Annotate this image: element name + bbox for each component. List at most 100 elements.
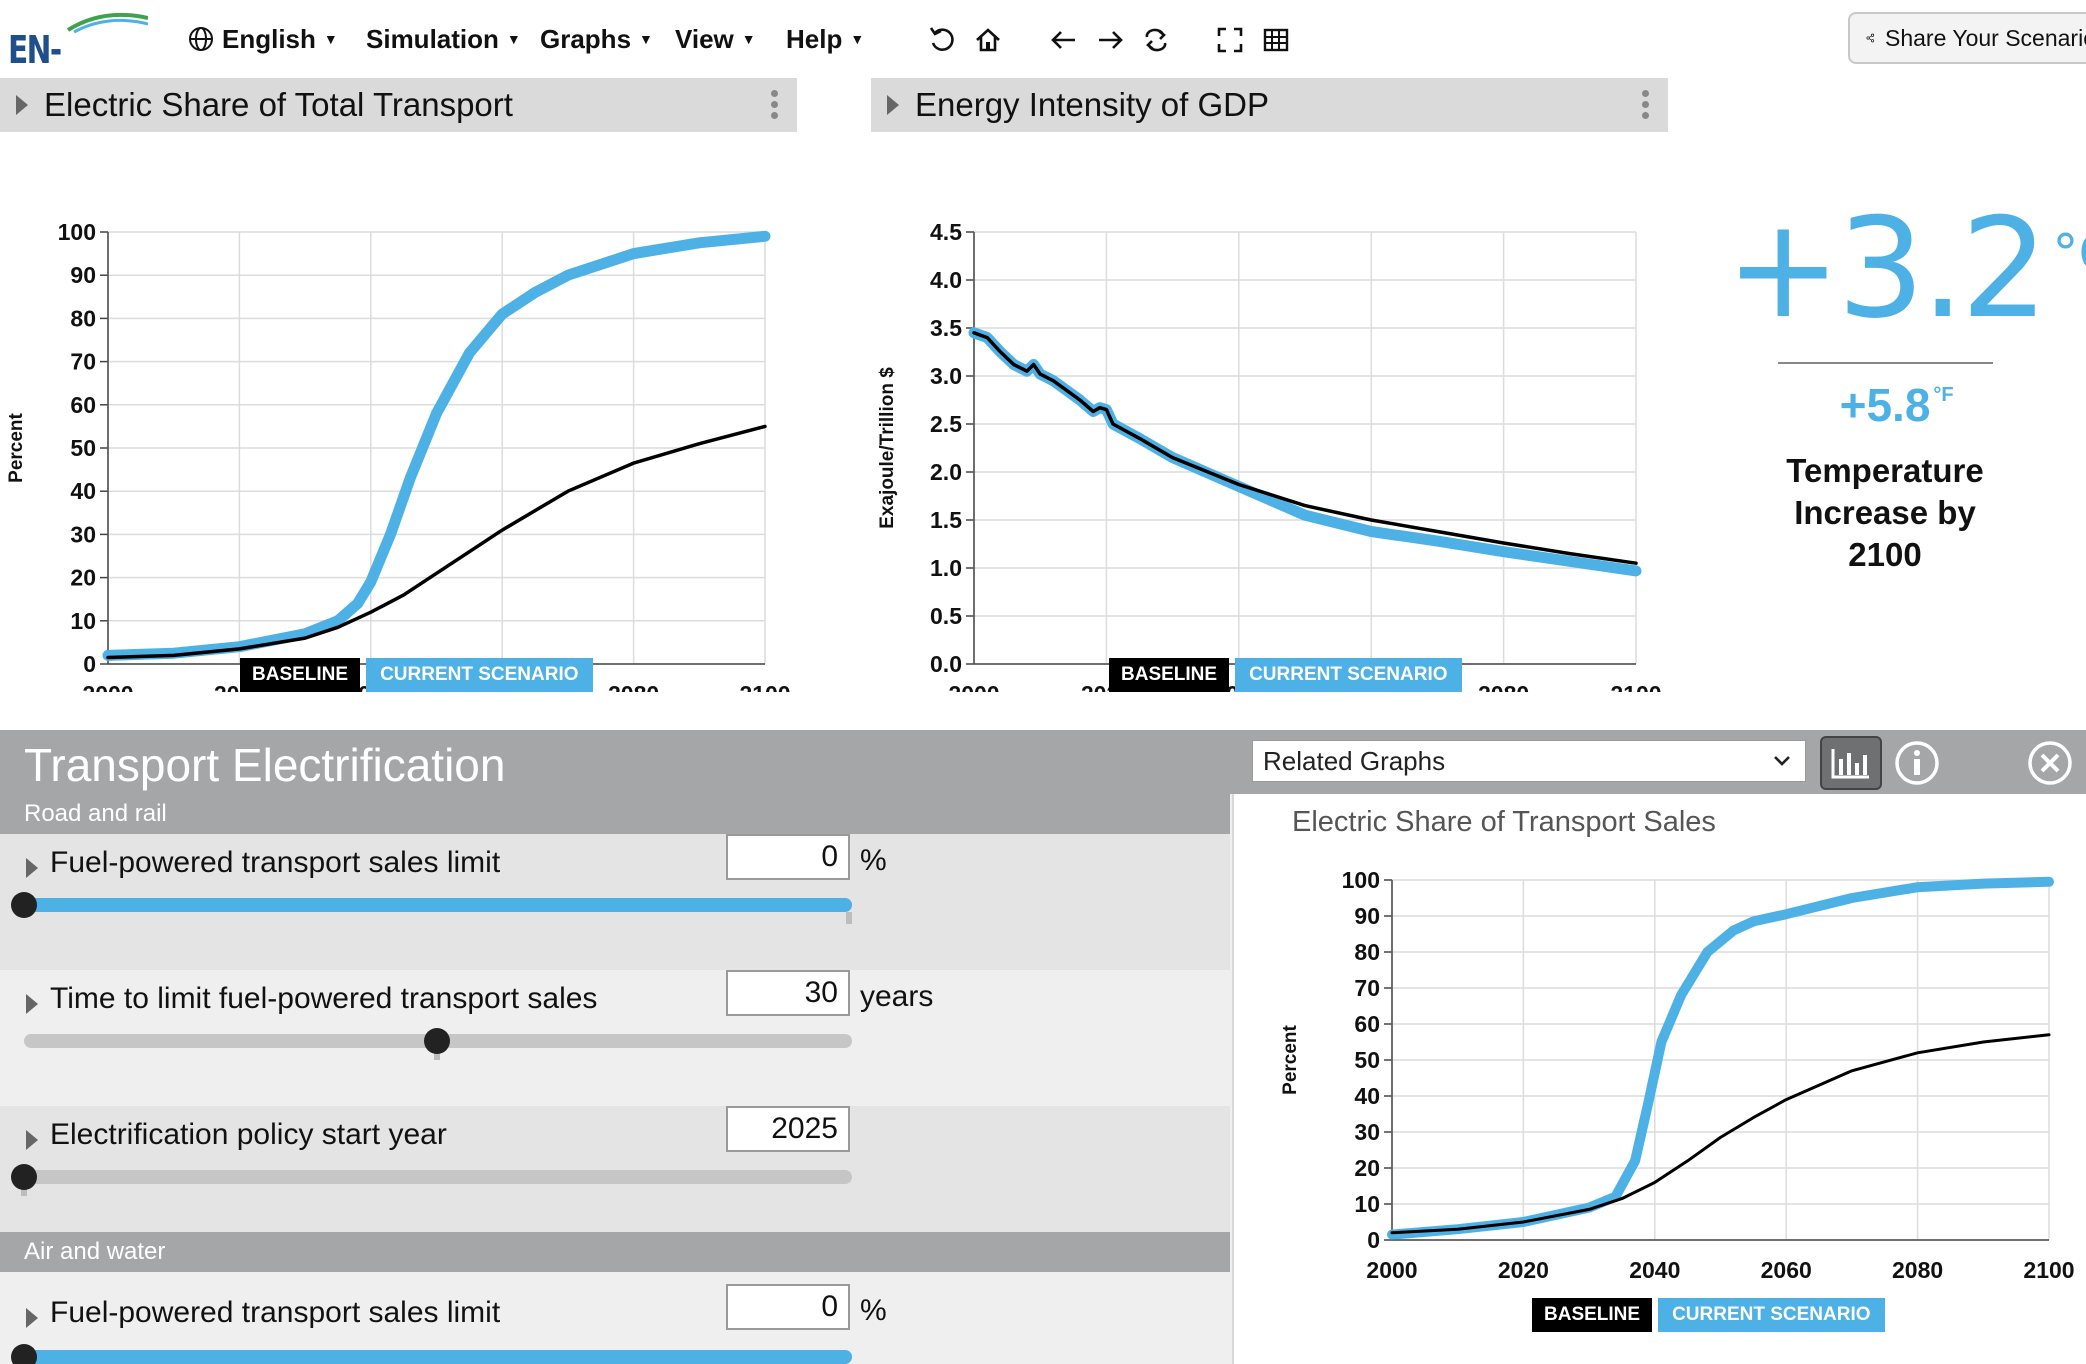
legend-current-scenario[interactable]: CURRENT SCENARIO [1235, 658, 1462, 692]
view-menu[interactable]: View ▼ [675, 22, 756, 56]
plot-area [974, 232, 1636, 664]
arrow-right-icon[interactable] [1090, 20, 1130, 60]
x-tick-label: 2080 [608, 681, 659, 692]
series-line-baseline [972, 331, 1638, 565]
legend-current-scenario[interactable]: CURRENT SCENARIO [366, 658, 593, 692]
y-tick-label: 60 [1354, 1011, 1380, 1037]
temperature-readout[interactable]: +3.2°C +5.8°F Temperature Increase by 21… [1705, 200, 2086, 576]
temperature-fahrenheit-value: +5.8 [1839, 379, 1931, 431]
temperature-celsius: +3.2°C [1725, 200, 2086, 338]
expand-triangle-icon[interactable] [887, 95, 899, 115]
slider-track[interactable] [24, 1170, 852, 1184]
slider-label: Fuel-powered transport sales limit [50, 846, 501, 879]
kebab-menu-icon[interactable] [1642, 90, 1650, 120]
simulation-menu[interactable]: Simulation ▼ [366, 22, 521, 56]
info-button[interactable] [1886, 736, 1948, 790]
y-tick-label: 1.5 [930, 507, 962, 533]
y-tick-label: 2.5 [930, 411, 962, 437]
expand-triangle-icon[interactable] [26, 1130, 38, 1150]
series-line-current-scenario [102, 230, 771, 661]
slider-value-input[interactable]: 0 [726, 1284, 850, 1330]
close-icon [2028, 741, 2072, 785]
slider-thumb[interactable] [424, 1028, 450, 1054]
y-tick-label: 4.5 [930, 219, 962, 245]
en-roads-logo[interactable]: EN-ROADS [8, 10, 148, 116]
series-line-baseline [106, 424, 767, 660]
y-tick-label: 80 [1354, 939, 1380, 965]
logo-swoosh-icon [66, 12, 148, 34]
arrow-left-icon[interactable] [1044, 20, 1084, 60]
legend-current-scenario[interactable]: CURRENT SCENARIO [1658, 1298, 1885, 1332]
simulation-label: Simulation [366, 23, 499, 54]
series-line-baseline [1390, 1033, 2051, 1235]
x-tick-label: 2020 [214, 681, 265, 692]
chevron-down-icon [1773, 741, 1791, 795]
y-tick-label: 0.0 [930, 651, 962, 677]
y-tick-label: 50 [70, 435, 96, 461]
compare-swap-icon[interactable] [1136, 20, 1176, 60]
language-menu[interactable]: English ▼ [188, 22, 338, 56]
graph-panel-electric-share: Electric Share of Total Transport 0 10 20 3… [0, 78, 797, 718]
slider-value-input[interactable]: 2025 [726, 1106, 850, 1152]
expand-triangle-icon[interactable] [26, 1308, 38, 1328]
expand-triangle-icon[interactable] [26, 858, 38, 878]
close-panel-button[interactable] [2020, 736, 2080, 790]
graph-header[interactable]: Energy Intensity of GDP [871, 78, 1668, 132]
graphs-menu[interactable]: Graphs ▼ [540, 22, 653, 56]
kebab-menu-icon[interactable] [771, 90, 779, 120]
slider-fill [24, 1350, 852, 1364]
x-tick-label: 2000 [82, 681, 133, 692]
legend-baseline[interactable]: BASELINE [1109, 658, 1230, 692]
globe-icon [189, 27, 213, 51]
slider-label: Electrification policy start year [50, 1118, 447, 1151]
fullscreen-icon[interactable] [1210, 20, 1250, 60]
temperature-fahrenheit: +5.8 °F [1839, 378, 1954, 432]
expand-triangle-icon[interactable] [26, 994, 38, 1014]
slider-value-input[interactable]: 0 [726, 834, 850, 880]
slider-track[interactable] [24, 898, 852, 912]
slider-thumb[interactable] [11, 1164, 37, 1190]
y-tick-label: 1.0 [930, 555, 962, 581]
table-grid-icon[interactable] [1256, 20, 1296, 60]
language-label: English [222, 23, 316, 54]
share-scenario-button[interactable]: Share Your Scenario [1848, 12, 2086, 64]
related-graph-panel: Electric Share of Transport Sales 0 10 20 3… [1232, 794, 2086, 1364]
fahrenheit-unit: °F [1933, 384, 1954, 406]
y-axis-label: Percent [1280, 1024, 1301, 1094]
chart-legend: BASELINE CURRENT SCENARIO [1532, 1298, 1885, 1332]
caret-down-icon: ▼ [741, 31, 756, 47]
slider-thumb[interactable] [11, 1344, 37, 1364]
x-tick-label: 2080 [1892, 1257, 1943, 1283]
caret-down-icon: ▼ [639, 31, 653, 47]
section-road-and-rail: Road and rail [0, 794, 1230, 834]
legend-baseline[interactable]: BASELINE [240, 658, 361, 692]
slider-value-input[interactable]: 30 [726, 970, 850, 1016]
caret-down-icon: ▼ [506, 31, 521, 47]
y-tick-label: 70 [70, 349, 96, 375]
graph-title: Energy Intensity of GDP [915, 86, 1269, 123]
info-icon [1895, 741, 1939, 785]
legend-baseline[interactable]: BASELINE [1532, 1298, 1653, 1332]
graph-view-button[interactable] [1820, 736, 1882, 790]
graph-header[interactable]: Electric Share of Total Transport [0, 78, 797, 132]
slider-thumb[interactable] [11, 892, 37, 918]
related-graphs-select[interactable]: Related Graphs [1252, 740, 1806, 782]
help-menu[interactable]: Help ▼ [786, 22, 864, 56]
help-label: Help [786, 23, 843, 54]
graph-title: Electric Share of Total Transport [44, 86, 513, 123]
x-tick-label: 2080 [1478, 681, 1529, 692]
y-tick-label: 10 [1354, 1191, 1380, 1217]
y-tick-label: 0.5 [930, 603, 962, 629]
slider-row: Electrification policy start year 2025 [0, 1106, 1230, 1242]
undo-icon[interactable] [922, 20, 962, 60]
slider-track[interactable] [24, 1350, 852, 1364]
home-icon[interactable] [968, 20, 1008, 60]
slider-fill [24, 1034, 438, 1048]
y-tick-label: 30 [1354, 1119, 1380, 1145]
share-icon [1866, 33, 1875, 43]
slider-unit: years [860, 980, 934, 1013]
x-tick-label: 2060 [1761, 1257, 1812, 1283]
transport-electrification-panel: Transport Electrification Related Graphs [0, 730, 2086, 1364]
y-axis-label: Exajoule/Trillion $ [877, 367, 898, 529]
expand-triangle-icon[interactable] [16, 95, 28, 115]
